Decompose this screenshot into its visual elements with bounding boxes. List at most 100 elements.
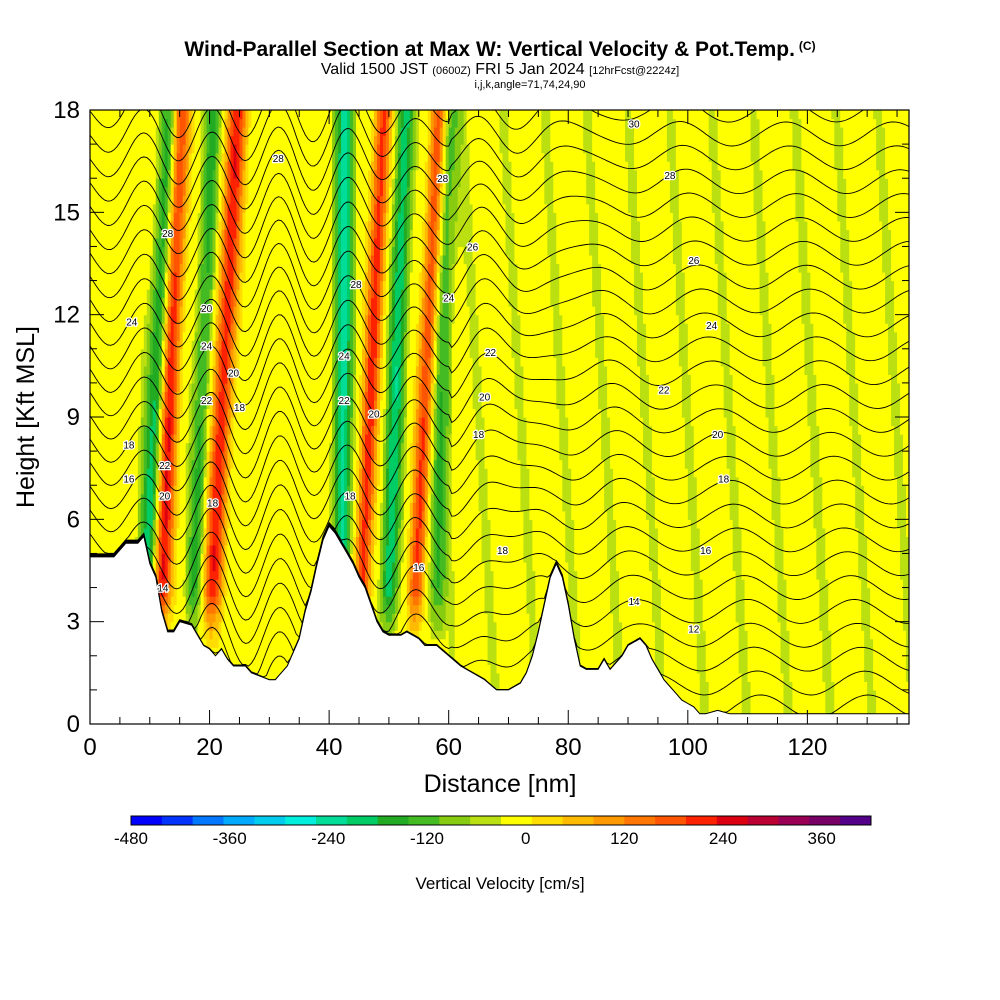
velocity-cell [104,442,109,452]
velocity-cell [113,306,118,316]
velocity-cell [149,365,154,375]
velocity-cell [137,476,142,486]
velocity-cell [90,254,94,265]
velocity-cell [119,254,124,265]
velocity-cell [116,144,121,154]
velocity-cell [137,417,142,427]
velocity-cell [116,127,121,137]
velocity-cell [128,220,133,230]
velocity-cell [125,476,130,486]
velocity-cell [125,374,130,384]
velocity-cell [101,493,106,503]
velocity-cell [140,468,145,478]
velocity-cell [128,110,133,120]
velocity-cell [107,468,112,478]
velocity-cell [137,357,142,367]
velocity-cell [116,374,121,384]
velocity-cell [131,348,136,358]
velocity-cell [140,161,145,171]
velocity-cell [110,152,115,162]
velocity-cell [140,237,145,248]
velocity-cell [92,459,97,469]
velocity-cell [146,459,151,469]
velocity-cell [137,314,142,324]
velocity-cell [146,280,151,290]
velocity-cell [104,451,109,461]
velocity-cell [128,254,133,265]
velocity-cell [125,357,130,367]
velocity-cell [107,272,112,282]
velocity-cell [140,459,145,469]
velocity-cell [134,510,139,520]
velocity-cell [95,331,100,341]
velocity-cell [149,382,154,393]
velocity-cell [110,229,115,239]
velocity-cell [137,220,142,230]
velocity-cell [137,280,142,290]
velocity-cell [107,152,112,162]
velocity-cell [146,195,151,205]
velocity-cell [134,212,139,222]
velocity-cell [125,340,130,350]
velocity-cell [104,280,109,290]
velocity-cell [95,382,100,393]
velocity-cell [140,297,145,307]
velocity-cell [92,519,97,529]
velocity-cell [92,434,97,444]
velocity-cell [101,127,106,137]
velocity-cell [146,203,151,213]
velocity-cell [107,118,112,128]
velocity-cell [104,246,109,256]
velocity-cell [101,527,106,537]
velocity-cell [110,246,115,256]
velocity-cell [98,272,103,282]
velocity-cell [146,169,151,179]
velocity-cell [113,289,118,299]
velocity-cell [104,237,109,248]
velocity-cell [90,408,94,418]
velocity-cell [122,434,127,444]
velocity-cell [101,340,106,350]
velocity-cell [122,237,127,248]
velocity-cell [137,289,142,299]
velocity-cell [119,272,124,282]
velocity-cell [110,314,115,324]
velocity-cell [98,417,103,427]
velocity-cell [95,544,100,555]
velocity-cell [101,297,106,307]
velocity-cell [104,536,109,546]
velocity-cell [110,510,115,520]
velocity-cell [128,399,133,410]
velocity-cell [134,476,139,486]
velocity-cell [107,237,112,248]
velocity-cell [90,314,94,324]
velocity-cell [140,442,145,452]
velocity-cell [110,161,115,171]
velocity-cell [113,451,118,461]
velocity-cell [116,502,121,512]
velocity-cell [107,519,112,529]
velocity-cell [95,348,100,358]
velocity-cell [95,152,100,162]
velocity-cell [95,485,100,495]
velocity-cell [146,510,151,520]
velocity-cell [125,237,130,248]
velocity-cell [137,272,142,282]
velocity-cell [119,348,124,358]
velocity-cell [101,178,106,188]
velocity-cell [104,434,109,444]
velocity-cell [116,297,121,307]
velocity-cell [95,391,100,401]
velocity-cell [122,280,127,290]
velocity-cell [107,254,112,265]
velocity-cell [95,169,100,179]
velocity-cell [125,135,130,145]
velocity-cell [128,468,133,478]
velocity-cell [95,144,100,154]
velocity-cell [119,374,124,384]
velocity-cell [134,289,139,299]
velocity-cell [134,391,139,401]
velocity-cell [125,382,130,393]
velocity-cell [128,169,133,179]
title-block: Wind-Parallel Section at Max W: Vertical… [0,34,1000,91]
